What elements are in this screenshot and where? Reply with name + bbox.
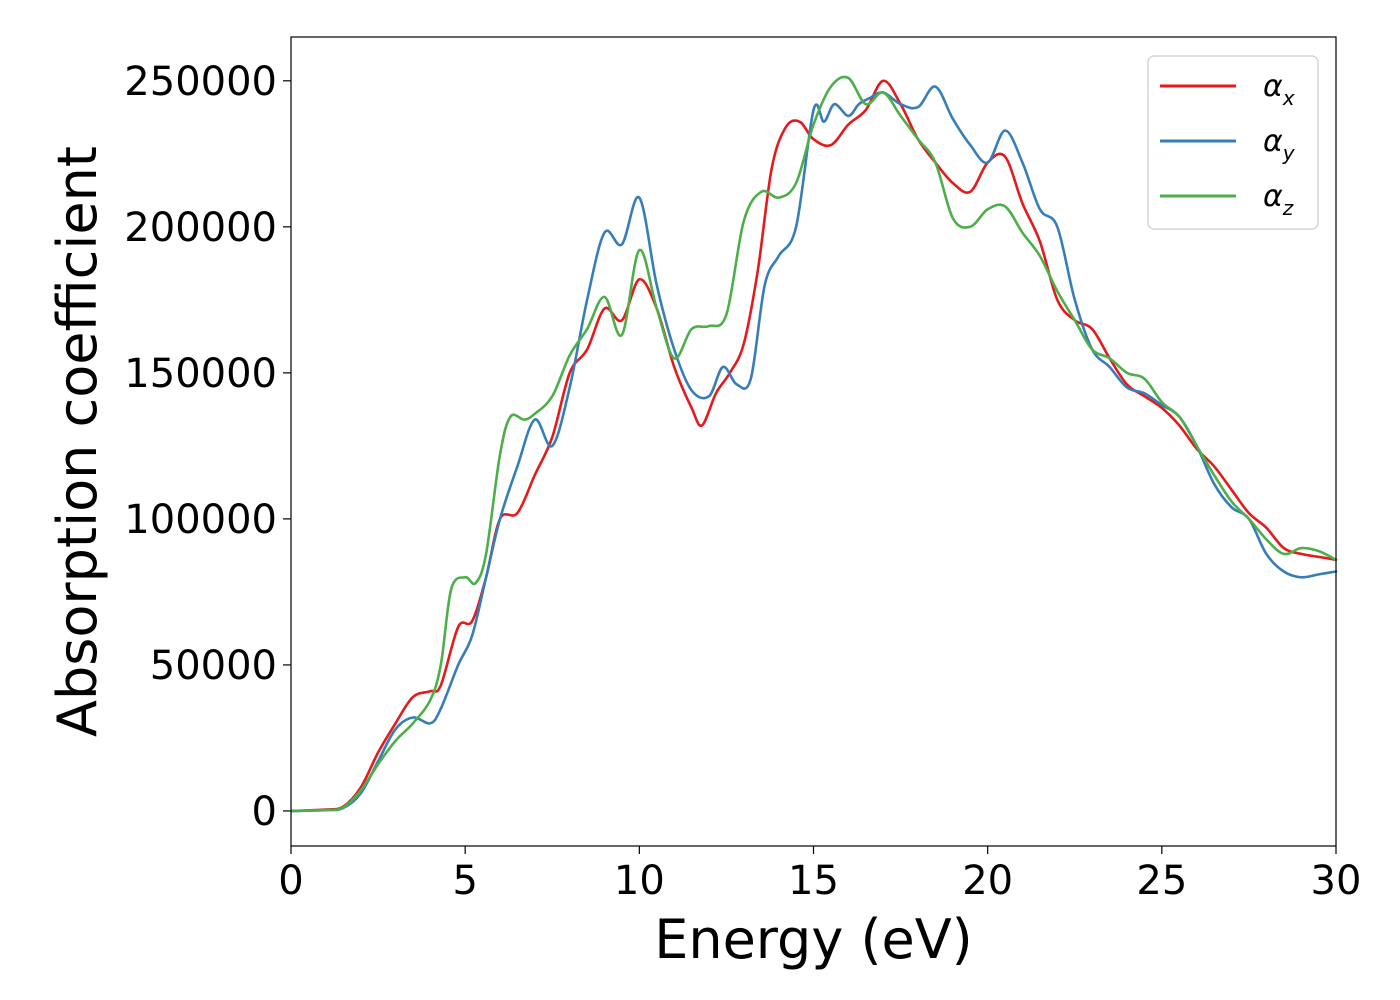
legend-label-base: α bbox=[1263, 124, 1283, 159]
x-axis-ticks: 0 5 10 15 20 25 30 bbox=[278, 846, 1361, 904]
y-tick-label: 50000 bbox=[150, 643, 277, 689]
y-tick-label: 0 bbox=[252, 789, 277, 835]
legend-label-base: α bbox=[1263, 69, 1283, 104]
y-tick-label: 100000 bbox=[124, 497, 277, 543]
legend-label-subscript: x bbox=[1282, 86, 1295, 110]
legend-label-z: αz bbox=[1263, 179, 1294, 220]
series-line-z bbox=[289, 75, 1338, 813]
legend-label-subscript: y bbox=[1282, 141, 1296, 165]
legend-label-x: αx bbox=[1263, 69, 1295, 110]
series-line-x bbox=[289, 79, 1338, 813]
x-tick-label: 25 bbox=[1136, 858, 1187, 904]
x-tick-label: 10 bbox=[614, 858, 665, 904]
y-axis-ticks: 0 50000 100000 150000 200000 250000 bbox=[124, 59, 291, 835]
series-line-y bbox=[289, 85, 1338, 813]
x-tick-label: 20 bbox=[962, 858, 1013, 904]
y-tick-label: 150000 bbox=[124, 351, 277, 397]
y-axis-title: Absorption coefficient bbox=[46, 146, 109, 737]
plot-area-frame bbox=[290, 36, 1337, 847]
series-layer bbox=[289, 75, 1338, 813]
legend-label-subscript: z bbox=[1282, 196, 1294, 220]
legend-label-y: αy bbox=[1263, 124, 1296, 165]
legend-label-base: α bbox=[1263, 179, 1283, 214]
y-tick-label: 250000 bbox=[124, 59, 277, 105]
x-tick-label: 15 bbox=[788, 858, 839, 904]
x-axis-title: Energy (eV) bbox=[654, 908, 973, 971]
x-tick-label: 30 bbox=[1311, 858, 1362, 904]
y-tick-label: 200000 bbox=[124, 205, 277, 251]
x-tick-label: 0 bbox=[278, 858, 303, 904]
x-tick-label: 5 bbox=[452, 858, 477, 904]
